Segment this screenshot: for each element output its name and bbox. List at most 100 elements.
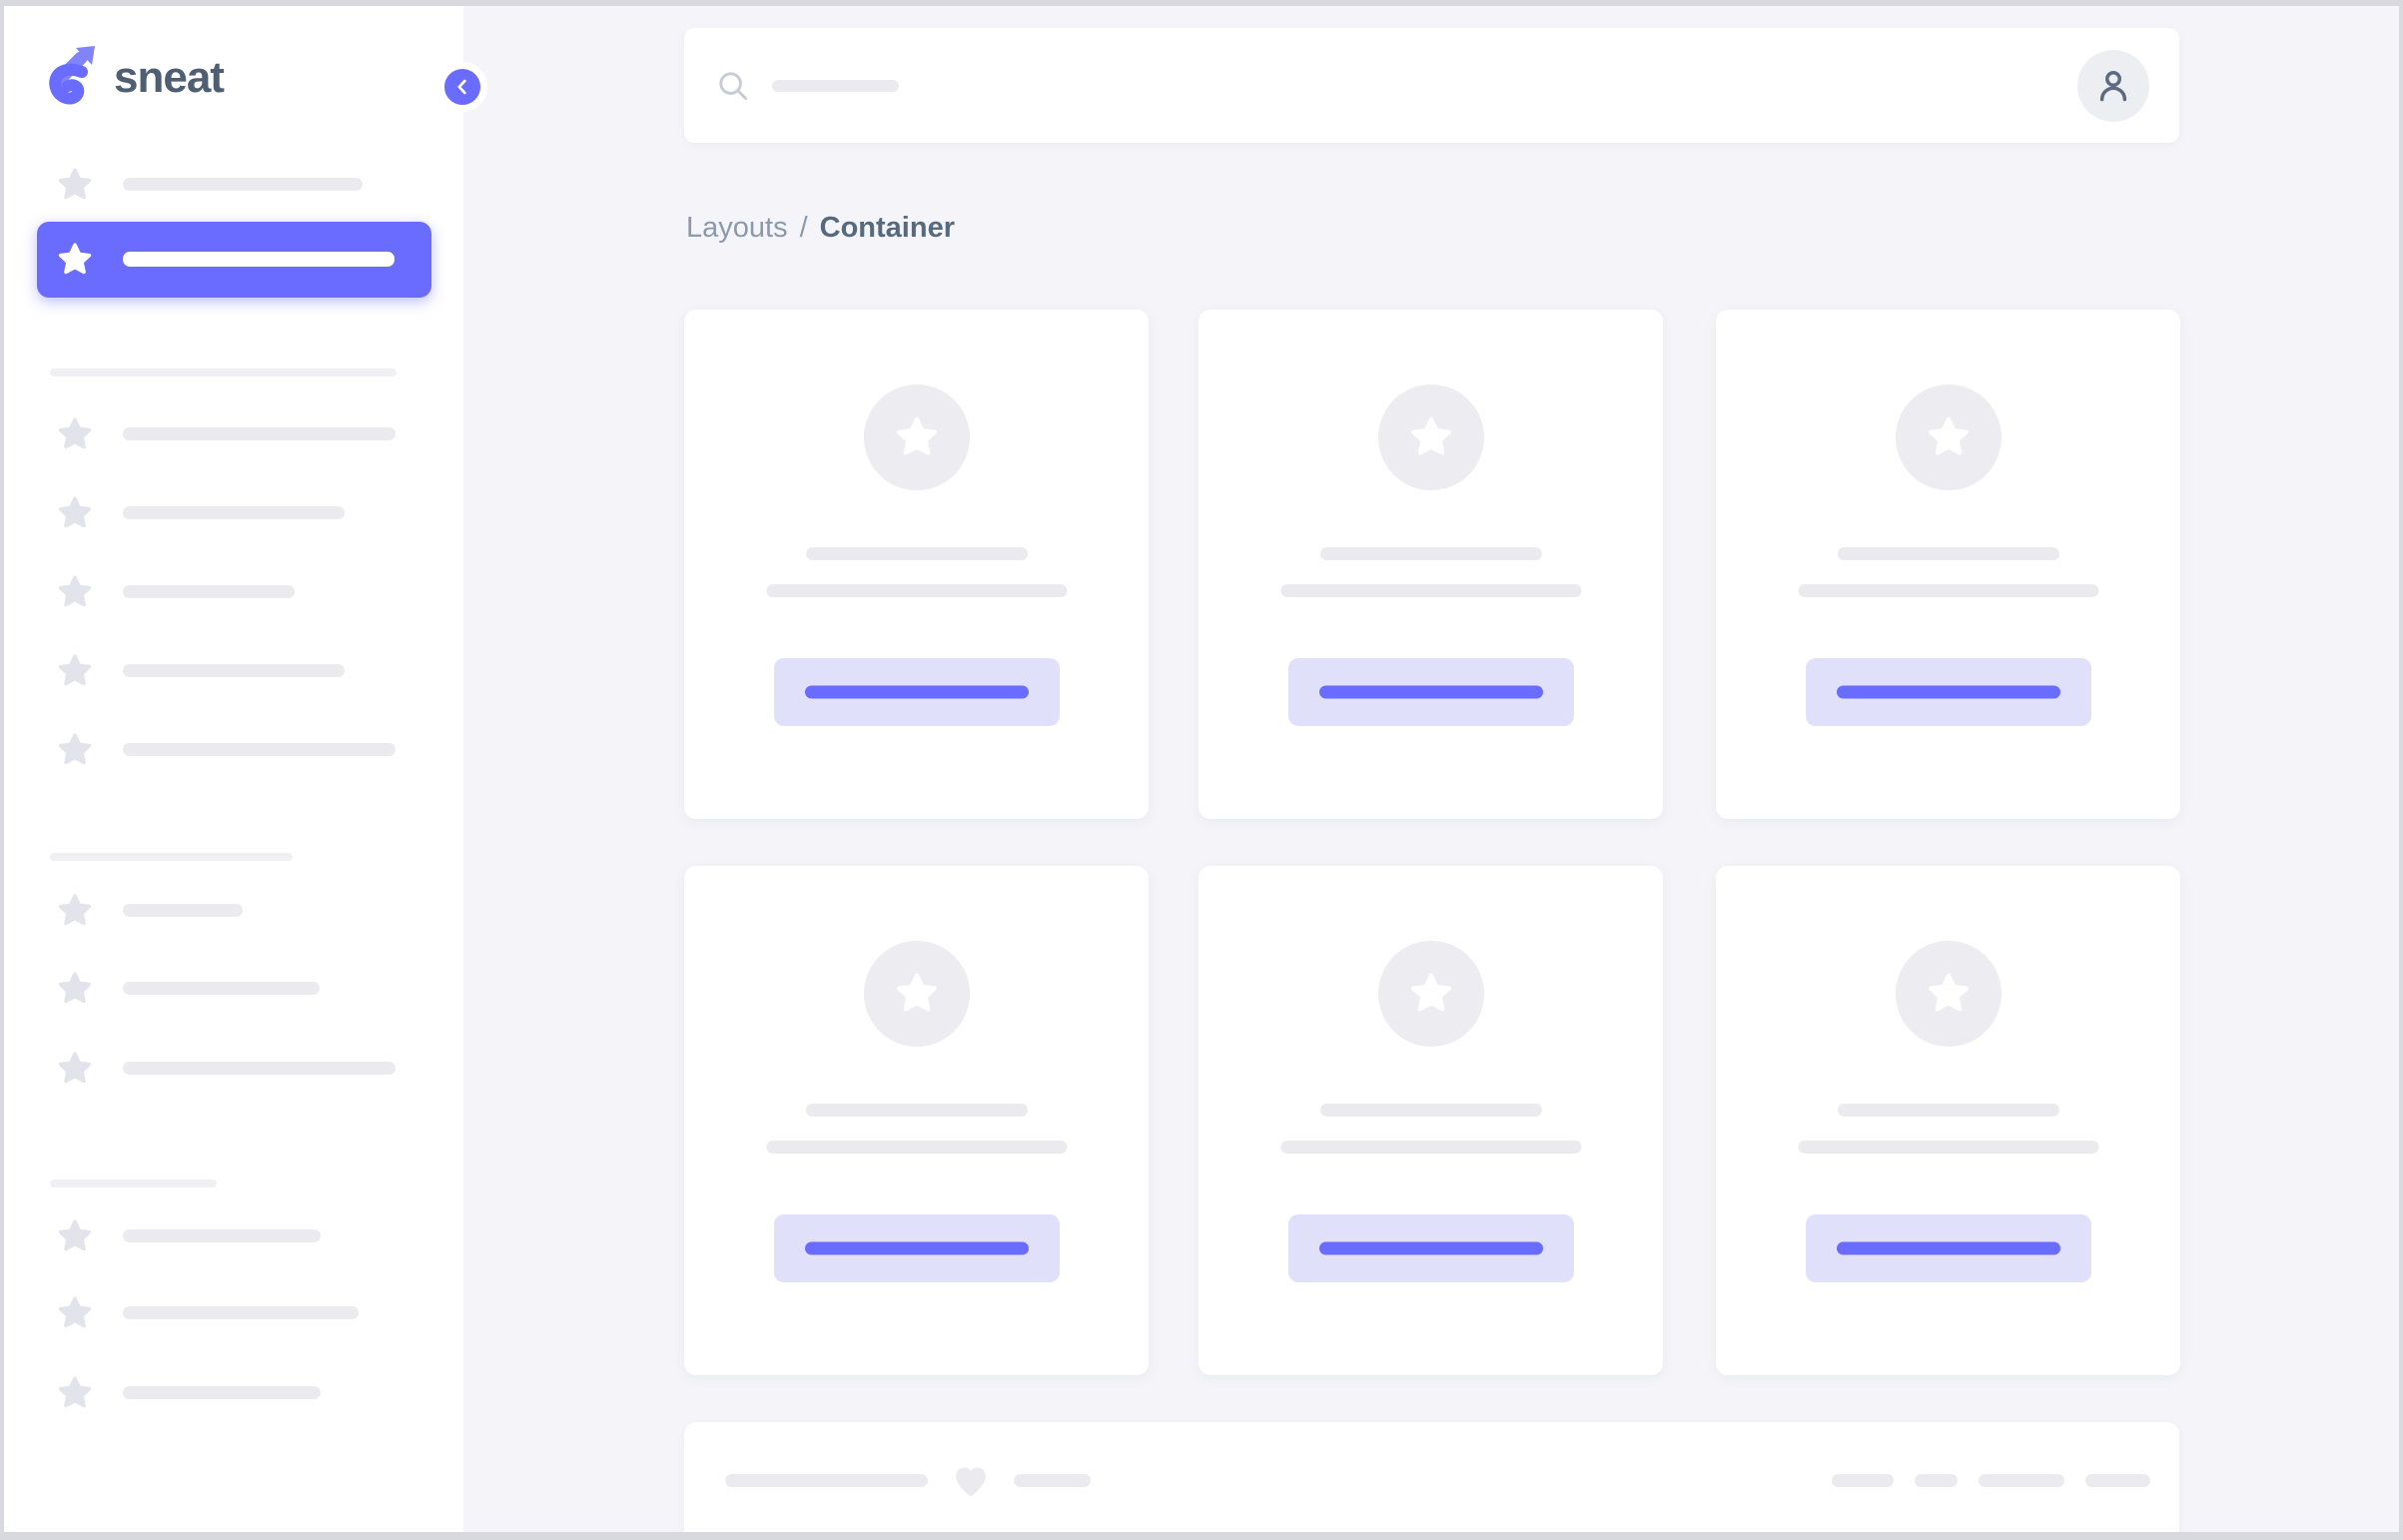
sidebar-item[interactable] [0,889,449,933]
card-action-button[interactable] [1805,658,2091,726]
sidebar-item[interactable] [0,649,449,693]
card-button-label-skeleton [1836,1241,2060,1255]
card-button-label-skeleton [804,685,1029,699]
star-icon [892,412,942,462]
sidebar-item[interactable] [0,491,449,535]
sidebar-section-divider [50,853,293,861]
like-button[interactable] [949,1458,993,1502]
pagination-skeleton [1832,1473,2150,1487]
sidebar-section-divider [50,369,397,377]
footer-card [684,1422,2179,1540]
card-action-button[interactable] [773,1214,1060,1282]
card-title-skeleton [1319,1104,1542,1117]
sidebar-item[interactable] [0,570,449,614]
star-icon [55,414,95,454]
star-icon [1924,969,1974,1019]
user-menu-button[interactable] [2077,49,2149,122]
brand-link[interactable]: sneat [46,44,225,112]
card-subtitle-skeleton [766,584,1067,597]
card-title-skeleton [805,1104,1028,1117]
star-icon [55,651,95,691]
card-button-label-skeleton [1318,685,1543,699]
breadcrumb: Layouts / Container [686,212,955,245]
sidebar-item[interactable] [0,163,449,207]
card-action-button[interactable] [1287,658,1574,726]
sidebar-item[interactable] [0,967,449,1011]
pagination-skeleton-bar [1915,1473,1958,1487]
placeholder-card [1199,866,1663,1375]
sidebar-item[interactable] [0,728,449,772]
sidebar-item-label-skeleton [123,506,345,519]
card-avatar-circle [1377,385,1484,490]
card-button-label-skeleton [1318,1241,1543,1255]
sidebar-item[interactable] [0,1047,449,1091]
top-navbar [684,28,2179,143]
sidebar-item-label-skeleton [123,904,243,917]
star-icon [55,493,95,533]
sidebar-menu [0,0,463,1540]
pagination-skeleton-bar [1832,1473,1894,1487]
main-content: Layouts / Container [463,0,2403,1540]
card-avatar-circle [863,941,970,1047]
card-title-skeleton [1837,547,2059,560]
sidebar-item-label-skeleton [123,427,396,440]
search-input[interactable] [684,28,1581,143]
sidebar-item-label-skeleton [123,585,295,598]
footer-row [725,1458,2150,1502]
breadcrumb-separator: / [799,212,808,244]
breadcrumb-parent[interactable]: Layouts [686,212,788,244]
pagination-skeleton-bar [2085,1473,2150,1487]
chevron-left-icon [451,76,473,98]
card-subtitle-skeleton [766,1141,1067,1154]
card-title-skeleton [1319,547,1542,560]
placeholder-card [1716,866,2180,1375]
card-avatar-circle [1895,385,2002,490]
card-action-button[interactable] [1287,1214,1574,1282]
star-icon [1406,969,1456,1019]
card-avatar-circle [1377,941,1484,1047]
sidebar-item[interactable] [0,412,449,456]
card-subtitle-skeleton [1280,1141,1581,1154]
sidebar-item-label-skeleton [123,1386,321,1399]
person-icon [2091,64,2135,108]
star-icon [892,969,942,1019]
card-subtitle-skeleton [1798,584,2098,597]
search-placeholder-skeleton [772,79,899,92]
placeholder-card [684,866,1149,1375]
sidebar: sneat [0,0,487,1540]
card-avatar-circle [863,385,970,490]
star-icon [55,572,95,612]
card-action-button[interactable] [773,658,1060,726]
placeholder-card [684,310,1149,819]
card-title-skeleton [1837,1104,2059,1117]
search-icon [714,67,752,105]
sidebar-item[interactable] [37,222,431,298]
sidebar-item[interactable] [0,1371,449,1415]
star-icon [55,730,95,770]
sidebar-item-label-skeleton [123,743,396,756]
card-button-label-skeleton [804,1241,1029,1255]
star-icon [55,240,95,280]
star-icon [55,165,95,205]
star-icon [1924,412,1974,462]
sidebar-item-label-skeleton [123,1229,321,1242]
card-avatar-circle [1895,941,2002,1047]
sidebar-item-label-skeleton [123,982,320,995]
placeholder-card [1199,310,1663,819]
star-icon [55,1373,95,1413]
card-subtitle-skeleton [1798,1141,2098,1154]
placeholder-card [1716,310,2180,819]
sidebar-item[interactable] [0,1291,449,1335]
star-icon [55,891,95,931]
star-icon [1406,412,1456,462]
star-icon [55,1293,95,1333]
sidebar-collapse-button[interactable] [437,62,487,112]
sidebar-item[interactable] [0,1214,449,1258]
card-action-button[interactable] [1805,1214,2091,1282]
sidebar-item-label-skeleton [123,178,363,191]
breadcrumb-current: Container [819,212,955,244]
star-icon [55,969,95,1009]
star-icon [55,1049,95,1089]
card-title-skeleton [805,547,1028,560]
